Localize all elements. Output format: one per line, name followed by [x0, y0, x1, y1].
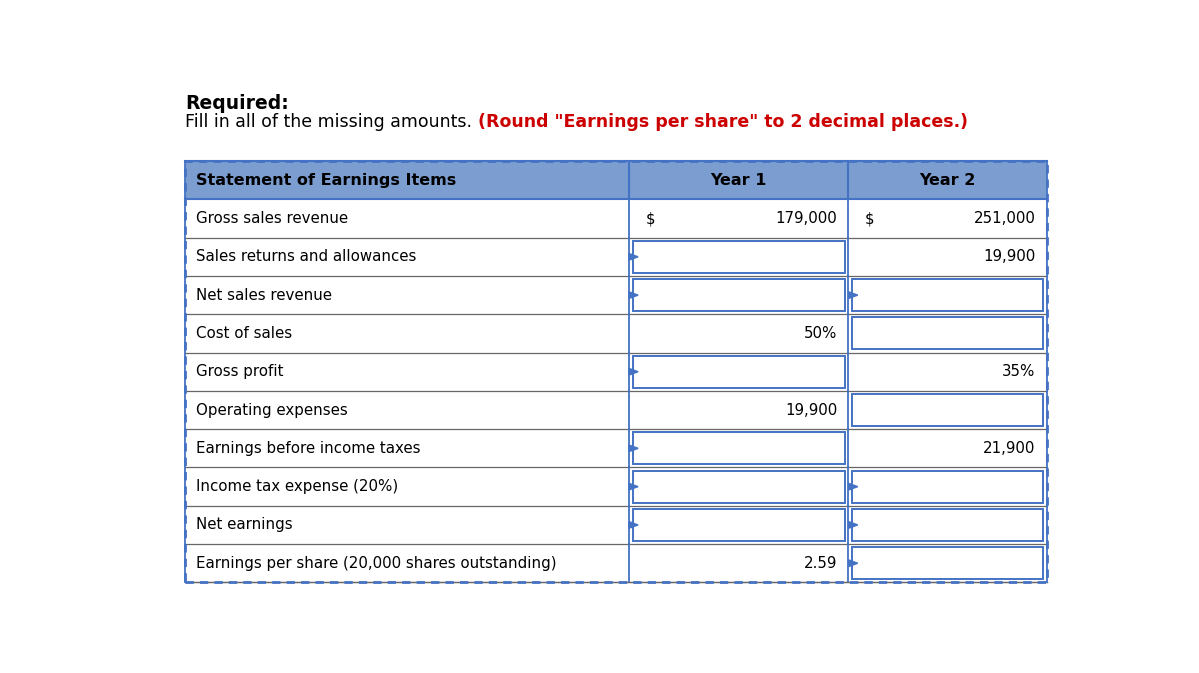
Bar [185, 161, 628, 199]
Text: Year 1: Year 1 [711, 173, 767, 188]
Bar [849, 429, 1047, 468]
Polygon shape [849, 483, 857, 490]
Bar [185, 353, 628, 391]
Polygon shape [628, 292, 638, 299]
Bar [849, 199, 1047, 238]
Bar [628, 468, 849, 506]
Bar [852, 318, 1043, 349]
Bar [852, 509, 1043, 541]
Bar [185, 276, 628, 314]
Bar [852, 470, 1043, 503]
Polygon shape [628, 368, 638, 375]
Text: Year 2: Year 2 [920, 173, 976, 188]
Text: Sales returns and allowances: Sales returns and allowances [197, 249, 417, 264]
Text: 19,900: 19,900 [785, 402, 837, 417]
Text: 251,000: 251,000 [974, 211, 1036, 226]
Text: $: $ [645, 211, 655, 226]
Bar [849, 544, 1047, 582]
Polygon shape [628, 254, 638, 260]
Bar [185, 391, 628, 429]
Bar [633, 279, 845, 311]
Text: Gross sales revenue: Gross sales revenue [197, 211, 349, 226]
Text: Gross profit: Gross profit [197, 364, 284, 379]
Polygon shape [849, 292, 857, 299]
Polygon shape [849, 522, 857, 528]
Bar [849, 314, 1047, 353]
Text: Statement of Earnings Items: Statement of Earnings Items [197, 173, 457, 188]
Text: 35%: 35% [1002, 364, 1036, 379]
Text: Net sales revenue: Net sales revenue [197, 287, 332, 303]
Bar [185, 314, 628, 353]
Bar [185, 199, 628, 238]
Bar [849, 353, 1047, 391]
Bar [628, 353, 849, 391]
Bar [849, 506, 1047, 544]
Polygon shape [628, 522, 638, 528]
Bar [628, 429, 849, 468]
Text: Earnings per share (20,000 shares outstanding): Earnings per share (20,000 shares outsta… [197, 556, 558, 571]
Bar [633, 470, 845, 503]
Text: Income tax expense (20%): Income tax expense (20%) [197, 479, 398, 494]
Text: Cost of sales: Cost of sales [197, 326, 293, 341]
Bar [849, 391, 1047, 429]
Bar [185, 506, 628, 544]
Bar [633, 509, 845, 541]
Bar [852, 547, 1043, 579]
Polygon shape [628, 445, 638, 452]
Bar [849, 238, 1047, 276]
Text: Earnings before income taxes: Earnings before income taxes [197, 441, 421, 456]
Bar [633, 241, 845, 273]
Bar [849, 276, 1047, 314]
Bar [633, 432, 845, 464]
Bar [852, 394, 1043, 426]
Text: 19,900: 19,900 [983, 249, 1036, 264]
Bar [185, 429, 628, 468]
Bar [633, 356, 845, 388]
Bar [628, 276, 849, 314]
Bar [628, 506, 849, 544]
Text: (Round "Earnings per share" to 2 decimal places.): (Round "Earnings per share" to 2 decimal… [477, 114, 968, 131]
Bar [628, 238, 849, 276]
Bar [628, 199, 849, 238]
Bar [849, 468, 1047, 506]
Text: Fill in all of the missing amounts.: Fill in all of the missing amounts. [185, 114, 477, 131]
Text: 179,000: 179,000 [776, 211, 837, 226]
Bar [185, 238, 628, 276]
Bar [628, 161, 849, 199]
Text: Required:: Required: [185, 94, 289, 112]
Polygon shape [849, 560, 857, 567]
Text: 21,900: 21,900 [983, 441, 1036, 456]
Text: Operating expenses: Operating expenses [197, 402, 348, 417]
Polygon shape [628, 483, 638, 490]
Text: Net earnings: Net earnings [197, 518, 293, 532]
Bar [185, 468, 628, 506]
Text: 2.59: 2.59 [805, 556, 837, 571]
Bar [852, 279, 1043, 311]
Bar [628, 391, 849, 429]
Bar [849, 161, 1047, 199]
Text: 50%: 50% [805, 326, 837, 341]
Bar [185, 544, 628, 582]
Bar [628, 314, 849, 353]
Bar [628, 544, 849, 582]
Bar [185, 161, 1047, 582]
Text: $: $ [866, 211, 875, 226]
